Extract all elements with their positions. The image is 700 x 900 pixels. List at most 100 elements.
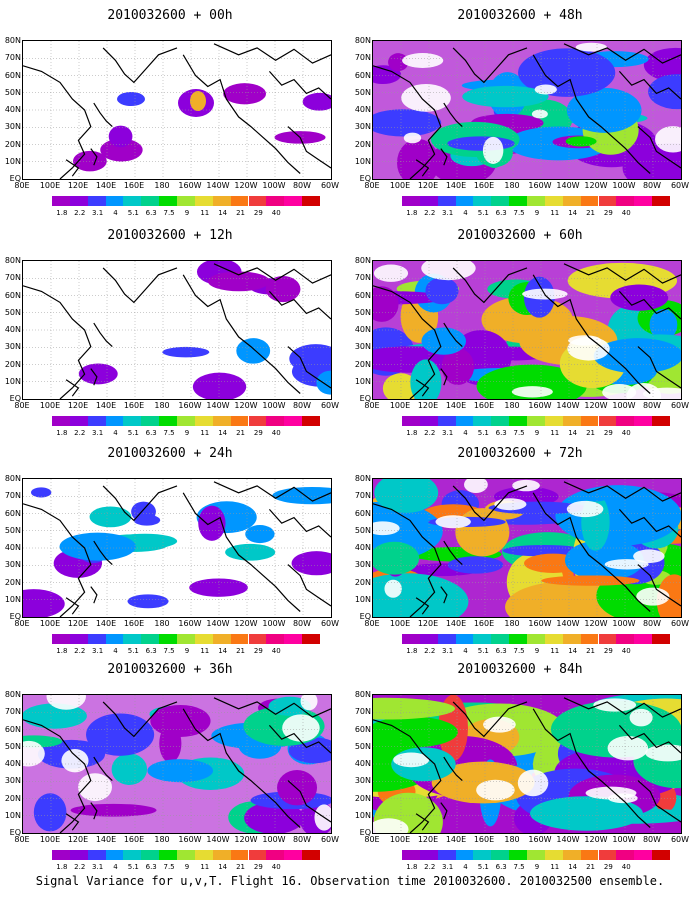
lat-tick-label: 10N: [354, 810, 371, 820]
lon-tick-label: 100W: [612, 401, 636, 410]
colorbar-swatch: [123, 416, 142, 426]
colorbar-swatch: [544, 850, 563, 860]
colorbar-level-label: 11: [200, 863, 210, 871]
lat-tick-label: 80N: [4, 474, 21, 483]
colorbar-swatch: [248, 196, 267, 206]
lon-tick-label: 100W: [612, 835, 636, 844]
lon-tick-label: 80W: [292, 181, 312, 190]
colorbar: [52, 196, 320, 206]
colorbar-swatch: [123, 196, 142, 206]
colorbar-swatch: [141, 416, 160, 426]
lat-tick-label: 20N: [4, 359, 21, 369]
no-signal-area: [494, 498, 527, 511]
lon-tick-label: 100E: [39, 619, 61, 628]
contour-blob: [425, 277, 459, 305]
no-signal-area: [645, 744, 681, 762]
no-signal-area: [61, 748, 89, 773]
colorbar-swatch: [455, 634, 474, 644]
colorbar-level-label: 4: [113, 429, 118, 437]
colorbar-level-label: 9: [534, 863, 540, 871]
lon-tick-label: 140E: [445, 835, 467, 844]
colorbar-level-label: 40: [621, 429, 631, 437]
lon-tick-label: 180: [504, 181, 520, 190]
colorbar-swatch: [509, 634, 527, 644]
colorbar-swatch: [652, 850, 670, 860]
colorbar-swatch: [598, 196, 617, 206]
no-signal-area: [629, 708, 653, 727]
lon-tick-label: 100E: [39, 181, 61, 190]
colorbar-level-label: 11: [200, 429, 210, 437]
colorbar-level-label: 40: [271, 647, 281, 655]
lat-tick-label: EQ: [359, 174, 371, 183]
colorbar-swatch: [194, 634, 213, 644]
colorbar-level-label: 9: [184, 209, 190, 217]
lon-tick-label: 120W: [234, 835, 258, 844]
coastline: [440, 368, 448, 386]
colorbar-swatch: [87, 634, 106, 644]
no-signal-area: [401, 83, 451, 112]
lon-tick-label: 120W: [234, 401, 258, 410]
colorbar-swatch: [212, 196, 231, 206]
coastline: [23, 719, 92, 833]
colorbar-level-label: 9: [184, 863, 190, 871]
contour-blob: [397, 139, 440, 179]
map-panel: 2010032600 + 36h 80N 70N 60N 50N 40N 30N 20N 10N…: [0, 654, 340, 876]
coastline: [268, 291, 331, 320]
lon-tick-label: 120E: [67, 401, 89, 410]
coastline: [93, 322, 113, 348]
lat-tick-label: 10N: [354, 156, 371, 166]
no-signal-area: [46, 695, 86, 710]
colorbar-level-label: 5.1: [477, 209, 489, 217]
coastline: [90, 802, 98, 820]
colorbar-swatch: [509, 850, 527, 860]
coastline: [443, 322, 463, 348]
colorbar-swatch: [302, 850, 320, 860]
colorbar-level-label: 11: [550, 209, 560, 217]
lon-tick-label: 120W: [584, 401, 608, 410]
no-signal-area: [517, 769, 549, 797]
map-canvas: [23, 261, 331, 399]
lat-tick-label: 40N: [354, 543, 371, 552]
colorbar-swatch: [87, 416, 106, 426]
coastline: [415, 597, 430, 615]
colorbar-swatch: [652, 196, 670, 206]
contour-blob: [373, 109, 442, 137]
colorbar-level-label: 6.3: [145, 429, 157, 437]
colorbar-level-label: 14: [568, 209, 578, 217]
contour-blob: [198, 505, 226, 541]
colorbar-swatch: [652, 634, 670, 644]
colorbar: [402, 850, 670, 860]
contour-blob: [649, 308, 678, 341]
variance-map: [372, 260, 682, 400]
contour-blob: [441, 348, 475, 386]
contour-blob: [373, 697, 456, 720]
colorbar-level-label: 1.8: [56, 863, 68, 871]
colorbar-swatch: [230, 196, 249, 206]
colorbar-swatch: [230, 634, 249, 644]
map-panel: 2010032600 + 60h 80N 70N 60N 50N 40N 30N 20N 10N…: [350, 220, 690, 442]
lon-tick-label: 120E: [67, 619, 89, 628]
colorbar-swatch: [230, 850, 249, 860]
lon-tick-label: 60W: [320, 835, 340, 844]
colorbar-swatch: [562, 416, 581, 426]
contour-blob: [236, 338, 271, 364]
contour-blob: [189, 578, 248, 597]
colorbar: [52, 416, 320, 426]
no-signal-area: [567, 336, 610, 361]
coastline: [90, 368, 98, 386]
lat-tick-label: 70N: [354, 273, 371, 283]
lon-tick-label: 140E: [445, 619, 467, 628]
coastline: [65, 597, 80, 615]
coastline: [23, 65, 92, 179]
colorbar-swatch: [419, 634, 438, 644]
contour-blob: [302, 92, 331, 111]
lat-tick-label: 60N: [354, 724, 371, 734]
colorbar-swatch: [284, 196, 303, 206]
colorbar-swatch: [527, 196, 545, 206]
lat-tick-label: 20N: [4, 793, 21, 803]
lat-tick-label: 60N: [4, 508, 21, 518]
colorbar-swatch: [437, 416, 456, 426]
no-signal-area: [78, 773, 112, 802]
coastline: [287, 564, 331, 607]
lat-tick-label: 30N: [4, 560, 21, 570]
